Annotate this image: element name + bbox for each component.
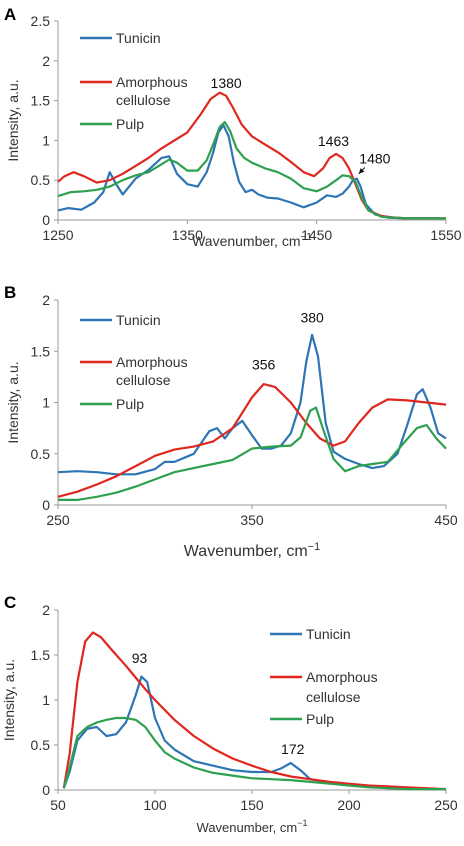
peak-annotation: 172: [281, 741, 305, 757]
panel-b: B 0 0.5 1 1.5 2 250 350 450 Wavenumber, cm−1 Inten…: [4, 283, 458, 560]
y-tick-label: 1.5: [31, 93, 51, 109]
legend-label-line2: cellulose: [116, 92, 171, 108]
peak-annotation: 380: [300, 310, 324, 326]
panel-letter: A: [4, 5, 16, 24]
series-line-pulp: [62, 716, 446, 791]
y-tick-label: 1.5: [31, 647, 51, 663]
x-axis-title: Wavenumber, cm−1: [184, 541, 320, 560]
panel-a: A 0 0.5 1 1.5 2 2.5 1250 1350 1450 1550 Wavenumber,…: [4, 5, 462, 249]
x-axis-title: Wavenumber, cm−1: [192, 232, 312, 249]
legend-label-tunicin: Tunicin: [116, 312, 161, 328]
series-line-pulp: [58, 406, 447, 501]
y-axis-title: Intensity, a.u.: [1, 659, 17, 741]
x-tick-label: 100: [143, 797, 167, 813]
legend-label-tunicin: Tunicin: [306, 626, 351, 642]
peak-annotation: 1463: [318, 133, 349, 149]
panel-letter: C: [4, 593, 16, 612]
y-tick-label: 2: [42, 53, 50, 69]
y-axis-title: Intensity, a.u.: [5, 361, 21, 443]
panel-letter: B: [4, 283, 16, 302]
x-tick-label: 350: [240, 512, 264, 528]
peak-annotation: 1380: [211, 75, 242, 91]
x-tick-label: 50: [50, 797, 66, 813]
y-tick-label: 0: [42, 212, 50, 228]
series-line-amorphous-cellulose: [62, 631, 447, 791]
x-tick-label: 1550: [430, 227, 461, 243]
legend-label-amorphous-cellulose: Amorphous: [116, 74, 188, 90]
annotation-arrow-head: [358, 168, 365, 174]
y-tick-label: 0.5: [31, 737, 51, 753]
x-axis-title-superscript: −1: [297, 818, 307, 828]
x-tick-label: 450: [434, 512, 458, 528]
peak-annotation: 1480: [359, 150, 390, 166]
y-axis-title: Intensity, a.u.: [5, 79, 21, 161]
y-tick-label: 1: [42, 132, 50, 148]
y-tick-label: 2.5: [31, 13, 51, 29]
legend-label-line2: cellulose: [116, 372, 171, 388]
y-tick-label: 0: [42, 497, 50, 513]
legend-label-amorphous-cellulose: Amorphous: [306, 669, 378, 685]
x-tick-label: 1250: [42, 227, 73, 243]
x-tick-label: 1350: [172, 227, 203, 243]
y-tick-label: 0: [42, 782, 50, 798]
x-axis-title-superscript: −1: [308, 541, 321, 553]
x-tick-label: 250: [434, 797, 458, 813]
y-tick-label: 1.5: [31, 343, 51, 359]
x-tick-label: 250: [46, 512, 70, 528]
legend-label-tunicin: Tunicin: [116, 30, 161, 46]
x-axis-title: Wavenumber, cm−1: [197, 818, 308, 835]
y-tick-label: 0.5: [31, 446, 51, 462]
series-line-tunicin: [57, 124, 446, 220]
y-tick-label: 1: [42, 692, 50, 708]
legend-label-pulp: Pulp: [116, 396, 144, 412]
x-tick-label: 1450: [301, 227, 332, 243]
y-tick-label: 2: [42, 602, 50, 618]
peak-annotation: 93: [132, 650, 148, 666]
y-tick-label: 0.5: [31, 172, 51, 188]
series-line-pulp: [57, 121, 446, 220]
x-tick-label: 150: [240, 797, 264, 813]
legend-label-amorphous-cellulose: Amorphous: [116, 354, 188, 370]
y-tick-label: 2: [42, 292, 50, 308]
legend-label-pulp: Pulp: [116, 116, 144, 132]
series-line-tunicin: [62, 675, 446, 791]
series-line-amorphous-cellulose: [57, 383, 447, 498]
legend-label-line2: cellulose: [306, 689, 361, 705]
legend-label-pulp: Pulp: [306, 711, 334, 727]
y-tick-label: 1: [42, 395, 50, 411]
x-tick-label: 200: [337, 797, 361, 813]
x-axis-title-superscript: −1: [301, 232, 313, 243]
peak-annotation: 356: [252, 357, 276, 373]
